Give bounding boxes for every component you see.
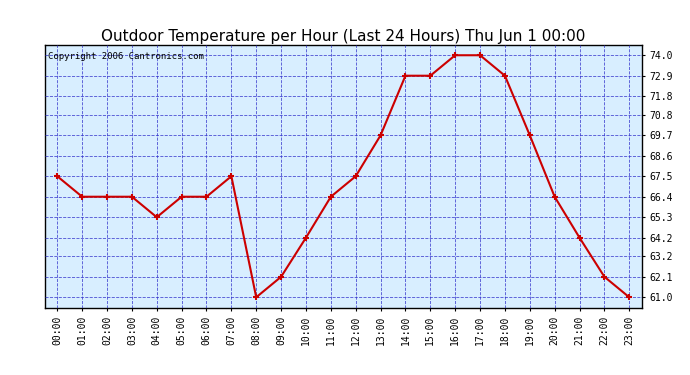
Text: Copyright 2006 Cantronics.com: Copyright 2006 Cantronics.com	[48, 52, 204, 61]
Title: Outdoor Temperature per Hour (Last 24 Hours) Thu Jun 1 00:00: Outdoor Temperature per Hour (Last 24 Ho…	[101, 29, 585, 44]
